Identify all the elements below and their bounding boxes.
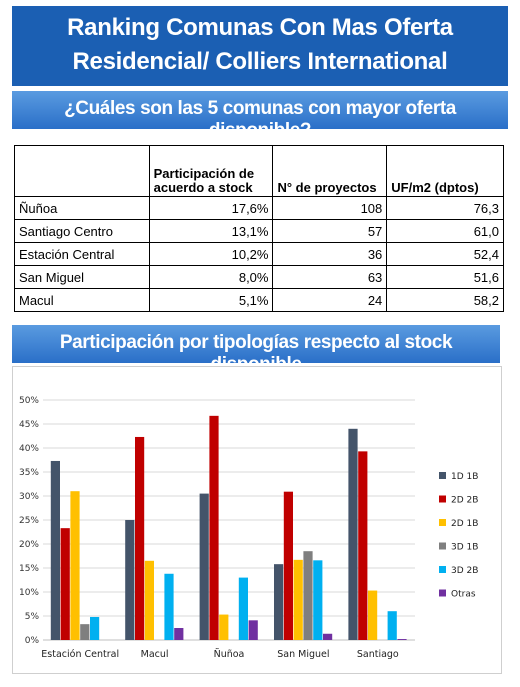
page-title-line-1: Ranking Comunas Con Mas Oferta: [67, 14, 453, 41]
table-cell: 36: [272, 242, 388, 266]
y-tick-label: 40%: [19, 444, 39, 454]
legend-label: Otras: [451, 590, 476, 600]
table-cell: 51,6: [386, 265, 504, 289]
x-tick-label: San Miguel: [277, 649, 329, 660]
table-cell: 58,2: [386, 288, 504, 312]
table-row: Macul 5,1% 24 58,2: [14, 288, 504, 312]
bar: [125, 520, 135, 640]
y-tick-label: 50%: [19, 396, 39, 406]
chart-title-banner: Participación por tipologías respecto al…: [12, 325, 500, 375]
bar: [135, 436, 145, 640]
page-title-line-2: Residencial/ Colliers International: [72, 48, 448, 75]
x-tick-label: Estación Central: [41, 649, 119, 660]
table-header-cell: [14, 145, 150, 197]
bar: [303, 551, 313, 640]
table-cell: 61,0: [386, 219, 504, 243]
bar: [397, 639, 407, 640]
chart-title: Participación por tipologías respecto al…: [59, 332, 453, 375]
table-cell: 10,2%: [148, 242, 274, 266]
table-header-row: Participación de acuerdo a stock N° de p…: [14, 145, 504, 197]
table-row: Ñuñoa 17,6% 108 76,3: [14, 196, 504, 220]
chart-frame: 0% 5% 10% 15% 20% 25% 30% 35% 40% 45% 50% Estación …: [12, 366, 502, 674]
bar: [283, 491, 293, 640]
table-cell: 63: [272, 265, 388, 289]
bar: [80, 624, 90, 640]
table-cell: 5,1%: [148, 288, 274, 312]
table-cell: Ñuñoa: [14, 196, 150, 220]
table-header-cell: N° de proyectos: [272, 145, 388, 197]
bar: [144, 560, 154, 640]
table-cell: 52,4: [386, 242, 504, 266]
table-header-cell: Participación de acuerdo a stock: [148, 145, 274, 197]
table-cell: Santiago Centro: [14, 219, 150, 243]
y-tick-label: 5%: [25, 612, 40, 622]
legend-label: 1D 1B: [451, 472, 478, 482]
bar: [199, 493, 209, 640]
table-row: Santiago Centro 13,1% 57 61,0: [14, 219, 504, 243]
table-cell: 17,6%: [148, 196, 274, 220]
bar: [238, 577, 248, 640]
question-banner: ¿Cuáles son las 5 comunas con mayor ofer…: [12, 91, 508, 141]
x-tick-label: Ñuñoa: [214, 649, 245, 660]
table-cell: 108: [272, 196, 388, 220]
bar: [387, 611, 397, 640]
legend-label: 3D 2B: [451, 566, 478, 576]
table-row: San Miguel 8,0% 63 51,6: [14, 265, 504, 289]
legend-label: 3D 1B: [451, 543, 478, 553]
legend-label: 2D 1B: [451, 519, 478, 529]
legend-swatch: [439, 542, 446, 550]
bar: [274, 564, 284, 640]
bar: [174, 628, 184, 640]
bar: [209, 415, 219, 640]
legend-swatch: [439, 519, 446, 526]
bar-chart: 0% 5% 10% 15% 20% 25% 30% 35% 40% 45% 50% Estación …: [19, 396, 478, 660]
bar: [293, 559, 303, 640]
bar: [219, 614, 229, 640]
table-cell: Estación Central: [14, 242, 150, 266]
table-cell: 57: [272, 219, 388, 243]
table-cell: Macul: [14, 288, 150, 312]
bar: [90, 616, 100, 640]
y-tick-label: 10%: [19, 588, 39, 598]
bar: [358, 451, 368, 640]
y-tick-label: 20%: [19, 540, 39, 550]
table-cell: 8,0%: [148, 265, 274, 289]
table-cell: 24: [272, 288, 388, 312]
y-tick-label: 45%: [19, 420, 39, 430]
bar: [60, 528, 70, 640]
y-tick-label: 30%: [19, 492, 39, 502]
title-banner: Ranking Comunas Con Mas Oferta Residenci…: [12, 6, 508, 86]
legend-swatch: [439, 472, 446, 479]
x-tick-label: Santiago: [357, 649, 399, 660]
table-cell: San Miguel: [14, 265, 150, 289]
bar: [348, 428, 358, 640]
y-tick-label: 25%: [19, 516, 39, 526]
bar: [323, 633, 333, 640]
table-row: Estación Central 10,2% 36 52,4: [14, 242, 504, 266]
bar: [368, 590, 378, 640]
legend-swatch: [439, 566, 446, 573]
bar: [50, 460, 60, 640]
table-cell: 13,1%: [148, 219, 274, 243]
table-header-cell: UF/m2 (dptos): [386, 145, 504, 197]
legend-swatch: [439, 589, 446, 597]
y-tick-label: 0%: [25, 636, 40, 646]
legend-swatch: [439, 495, 446, 503]
table-cell: 76,3: [386, 196, 504, 220]
bar: [248, 620, 258, 640]
bar: [164, 573, 174, 640]
bar: [313, 560, 323, 640]
question-text: ¿Cuáles son las 5 comunas con mayor ofer…: [64, 98, 456, 141]
y-tick-label: 35%: [19, 468, 39, 478]
ranking-table: Participación de acuerdo a stock N° de p…: [14, 145, 504, 312]
x-tick-label: Macul: [141, 649, 169, 660]
y-tick-label: 15%: [19, 564, 39, 574]
legend-label: 2D 2B: [451, 496, 478, 506]
bar: [70, 491, 80, 640]
